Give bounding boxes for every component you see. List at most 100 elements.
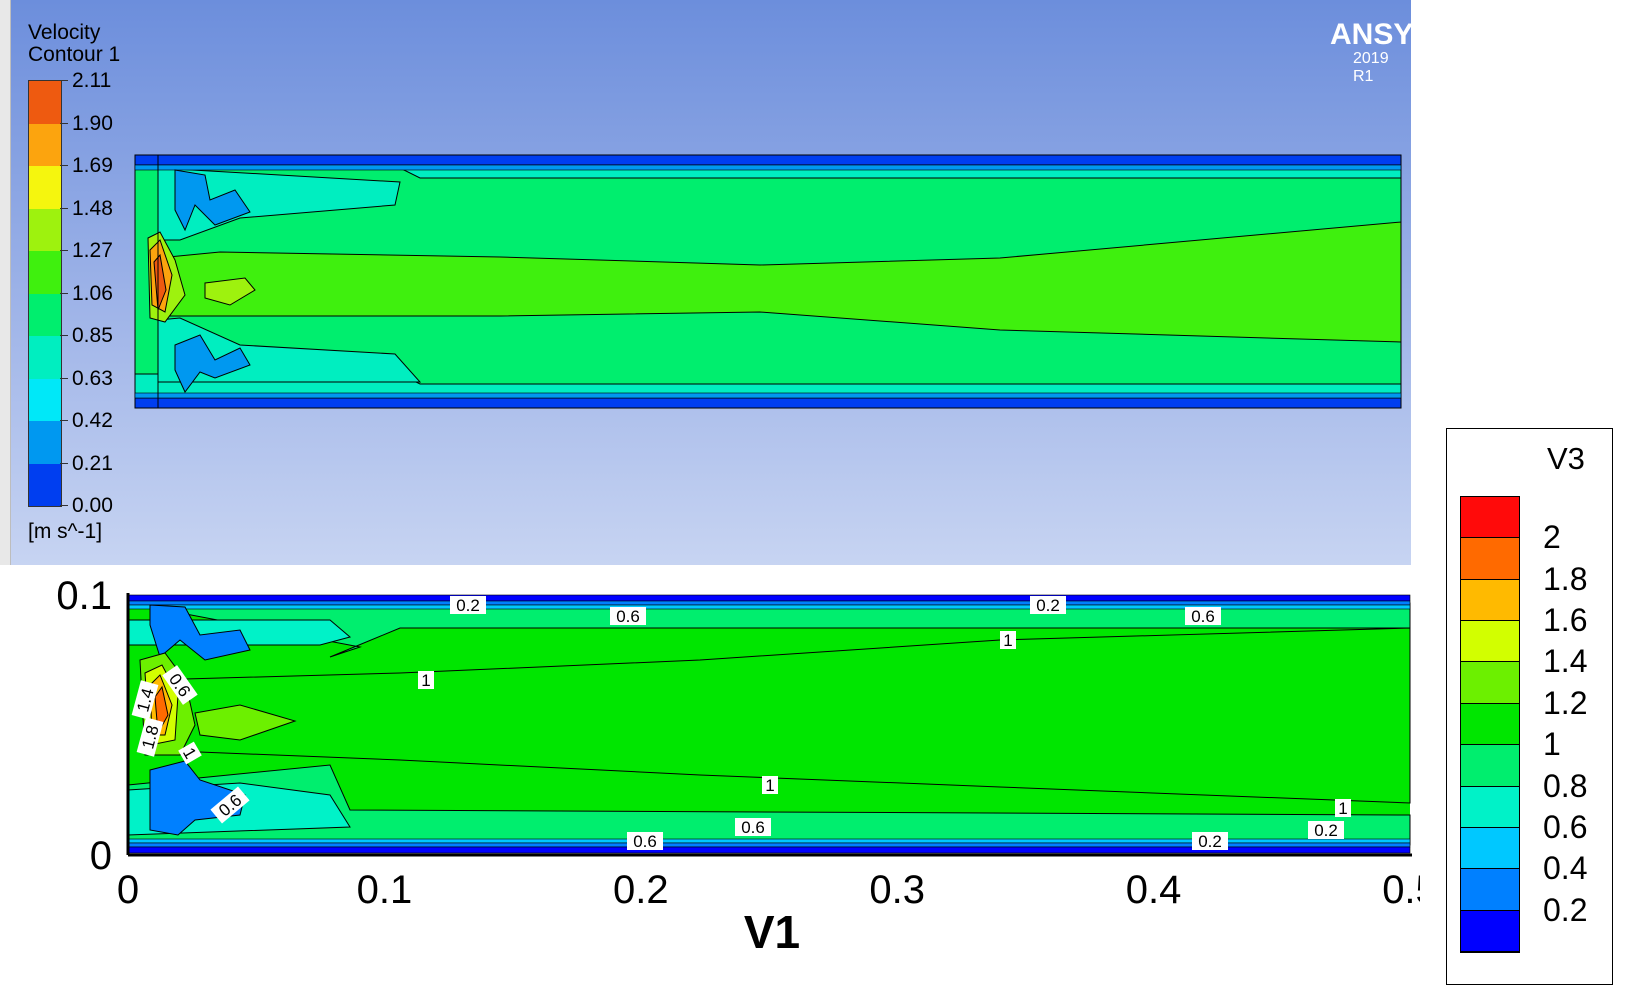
contour-label: 0.2: [1030, 596, 1066, 615]
legend-color-segment: [29, 421, 61, 464]
legend-level-label: 0.00: [72, 494, 113, 517]
v3-colorbar: [1460, 496, 1520, 953]
v3-color-segment: [1461, 497, 1519, 539]
v3-color-segment: [1461, 869, 1519, 911]
ansys-logo: ANSYS: [1330, 18, 1411, 51]
ansys-version: 2019 R1: [1353, 50, 1389, 85]
legend-units: [m s^-1]: [28, 520, 103, 543]
legend-color-segment: [29, 251, 61, 294]
v3-level-label: 2: [1543, 519, 1561, 556]
contour-label: 1: [178, 741, 202, 765]
legend-level-label: 1.90: [72, 111, 113, 135]
v3-legend: V3 2 1.8 1.6 1.4 1.2 1 0.8 0.6 0.4 0.2: [1446, 428, 1613, 985]
contour-label-text: 1: [1003, 631, 1012, 650]
y-axis-ticks: 00.1: [56, 574, 112, 878]
contour-label-text: 0.2: [1314, 821, 1338, 840]
v3-color-segment: [1461, 910, 1519, 952]
x-tick-label: 0.5: [1382, 868, 1420, 912]
ansys-contour-panel: Velocity Contour 1 2.11 1.90 1.69 1.48 1.27 1…: [0, 0, 1411, 565]
contour-label: 0.6: [735, 818, 771, 837]
x-axis-ticks: 0 0.1 0.2 0.3 0.4 0.5: [117, 868, 1420, 912]
x-tick-label: 0.3: [869, 868, 925, 912]
contour-label-text: 0.6: [741, 818, 765, 837]
x-axis-label: V1: [744, 906, 800, 958]
v3-level-label: 0.4: [1543, 850, 1588, 887]
legend-tick: [60, 335, 68, 336]
v3-level-label: 0.2: [1543, 891, 1588, 928]
v3-color-segment: [1461, 827, 1519, 870]
contour-label: 0.2: [1192, 832, 1228, 851]
contour-label-text: 0.6: [1191, 607, 1215, 626]
legend-level-label: 1.27: [72, 239, 113, 262]
legend-level-label: 1.06: [72, 281, 113, 305]
v3-level-label: 1.4: [1543, 643, 1588, 680]
v3-level-label: 1.2: [1543, 684, 1588, 721]
v3-level-label: 1: [1543, 726, 1561, 763]
legend-title-line2: Contour 1: [28, 43, 121, 66]
x-tick-label: 0.2: [613, 868, 669, 912]
legend-color-segment: [29, 166, 61, 209]
channel-domain: [134, 154, 1402, 409]
v3-color-segment: [1461, 579, 1519, 622]
contour-label-text: 0.6: [616, 607, 640, 626]
v3-color-segment: [1461, 662, 1519, 704]
v3-level-label: 0.8: [1543, 767, 1588, 804]
contour-label: 1: [418, 671, 434, 690]
v3-level-label: 1.6: [1543, 602, 1588, 639]
legend-level-label: 0.85: [72, 324, 113, 347]
v3-level-label: 0.6: [1543, 808, 1588, 845]
legend-tick: [60, 122, 68, 124]
x-tick-label: 0.1: [357, 868, 413, 912]
legend-tick: [60, 292, 68, 294]
legend-tick: [60, 207, 68, 209]
legend-tick: [60, 462, 68, 464]
legend-color-segment: [29, 463, 61, 506]
contour-label-text: 0.2: [1036, 596, 1060, 615]
legend-tick: [60, 420, 68, 421]
legend-tick: [60, 377, 68, 379]
v3-color-segment: [1461, 538, 1519, 580]
legend-level-label: 0.21: [72, 451, 113, 475]
legend-level-label: 0.42: [72, 409, 113, 432]
v3-color-segment: [1461, 621, 1519, 663]
y-tick-label: 0.1: [56, 574, 112, 618]
contour-label-text: 1: [765, 776, 774, 795]
legend-color-segment: [29, 81, 61, 124]
x-tick-label: 0: [117, 868, 139, 912]
contour-label-text: 1: [421, 671, 430, 690]
v3-level-label: 1.8: [1543, 560, 1588, 597]
contour-label: 0.2: [1308, 821, 1344, 840]
x-tick-label: 0.4: [1126, 868, 1182, 912]
legend-tick: [60, 80, 68, 81]
legend-level-label: 1.69: [72, 154, 113, 177]
contour-label-text: 0.6: [633, 832, 657, 851]
contour-label: 0.2: [450, 596, 486, 615]
v3-color-segment: [1461, 786, 1519, 828]
contour-label-text: 1: [1338, 799, 1347, 818]
legend-color-segment: [29, 378, 61, 421]
v3-color-segment: [1461, 745, 1519, 787]
y-tick-label: 0: [90, 834, 112, 878]
v3-legend-title: V3: [1547, 441, 1585, 476]
legend-color-segment: [29, 336, 61, 379]
legend-level-label: 2.11: [72, 69, 112, 92]
contour-label-text: 0.2: [456, 596, 480, 615]
contour-label: 1: [1000, 631, 1016, 650]
legend-color-segment: [29, 293, 61, 336]
legend-title-line1: Velocity: [28, 21, 101, 44]
contour-label: 1: [1335, 799, 1351, 818]
velocity-contour-plot: [134, 154, 1402, 409]
contour-label-text: 0.2: [1198, 832, 1222, 851]
legend-tick: [60, 250, 68, 251]
v3-color-segment: [1461, 703, 1519, 746]
velocity-legend-colorbar: [28, 80, 62, 507]
legend-tick: [60, 505, 68, 506]
window-edge-strip: [0, 0, 11, 565]
legend-color-segment: [29, 208, 61, 251]
contour-label: 1: [762, 776, 778, 795]
legend-tick: [60, 165, 68, 166]
legend-level-label: 1.48: [72, 196, 113, 220]
legend-level-label: 0.63: [72, 366, 113, 390]
